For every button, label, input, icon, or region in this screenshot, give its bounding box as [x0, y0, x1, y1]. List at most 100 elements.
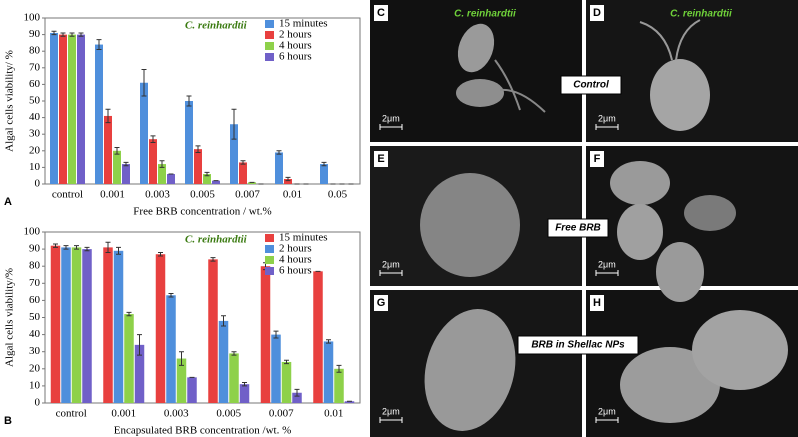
- y-tick-label: 90: [29, 28, 41, 40]
- x-tick-label: 0.01: [283, 189, 302, 201]
- error-bar: [116, 246, 121, 255]
- bar: [71, 247, 82, 403]
- bar: [187, 377, 197, 403]
- y-axis-label: Algal cells viability/ %: [4, 50, 16, 152]
- bar: [50, 245, 61, 403]
- bar: [230, 124, 238, 184]
- bar: [176, 358, 187, 403]
- bar: [50, 32, 58, 184]
- letter-bg: [374, 5, 388, 21]
- y-tick-label: 0: [35, 397, 41, 409]
- panel-letter: C: [377, 7, 385, 19]
- error-bar: [204, 171, 210, 177]
- letter-bg: [590, 151, 604, 167]
- bar: [239, 162, 247, 184]
- panel-letter: A: [4, 196, 12, 208]
- legend-swatch: [265, 31, 274, 39]
- cell: [692, 310, 788, 390]
- cell: [656, 242, 704, 302]
- scale-bar: [379, 417, 403, 423]
- y-tick-label: 40: [29, 328, 41, 340]
- flagella: [494, 59, 546, 113]
- micrographs: C C. reinhardtii 2μm D C. reinhardtii 2μm E 2μm…: [368, 0, 798, 437]
- panel-letter: D: [593, 7, 601, 19]
- scale-bar: [379, 270, 403, 276]
- bar: [82, 249, 92, 403]
- bar: [95, 44, 103, 185]
- bar: [281, 361, 292, 403]
- bar: [194, 149, 202, 184]
- cell: [610, 161, 670, 205]
- error-bar: [179, 351, 184, 366]
- y-tick-label: 0: [35, 178, 41, 190]
- scale-label: 2μm: [382, 113, 400, 123]
- error-bar: [321, 161, 327, 167]
- x-axis-label: Free BRB concentration / wt.%: [133, 206, 271, 218]
- legend-label: 2 hours: [279, 243, 312, 255]
- bar: [208, 259, 218, 403]
- y-tick-label: 10: [29, 161, 41, 173]
- legend-label: 2 hours: [279, 29, 312, 41]
- legend-swatch: [265, 267, 274, 275]
- error-bar: [285, 176, 291, 182]
- error-bar: [276, 150, 282, 155]
- bar: [77, 34, 85, 184]
- row-label: Free BRB: [555, 223, 601, 234]
- bar: [292, 392, 302, 403]
- error-bar: [114, 146, 120, 155]
- y-axis-label: Algal cells viability/%: [4, 268, 16, 367]
- cell: [424, 309, 516, 431]
- y-tick-label: 50: [29, 95, 41, 107]
- error-bar: [78, 32, 84, 37]
- scale-bar: [595, 417, 619, 423]
- error-bar: [137, 334, 142, 356]
- x-tick-label: 0.005: [216, 408, 241, 420]
- error-bar: [141, 68, 147, 97]
- bar: [185, 101, 193, 184]
- error-bar: [159, 160, 165, 168]
- plot-frame: [44, 231, 361, 404]
- error-bar: [74, 245, 79, 250]
- bar: [229, 353, 239, 403]
- error-bar: [51, 30, 57, 36]
- bar: [158, 164, 166, 184]
- error-bar: [242, 381, 247, 387]
- panel-letter: E: [377, 153, 384, 165]
- cell: [617, 204, 663, 260]
- legend-swatch: [265, 234, 274, 242]
- row-label-bg: [547, 218, 609, 238]
- bar: [124, 314, 134, 403]
- y-tick-label: 80: [29, 45, 41, 57]
- y-tick-label: 50: [29, 311, 41, 323]
- legend-label: 15 minutes: [279, 232, 328, 244]
- bar: [323, 341, 334, 403]
- panel-letter: G: [377, 297, 386, 309]
- chart-annotation: C. reinhardtii: [185, 20, 248, 32]
- scale-label: 2μm: [598, 406, 616, 416]
- x-tick-label: 0.003: [145, 189, 170, 201]
- legend-swatch: [265, 245, 274, 253]
- error-bar: [231, 351, 237, 356]
- error-bar: [63, 245, 69, 250]
- cell: [456, 79, 504, 107]
- row-label: Control: [573, 80, 609, 91]
- y-tick-label: 70: [29, 61, 41, 73]
- x-tick-label: 0.05: [328, 189, 348, 201]
- scale-label: 2μm: [382, 406, 400, 416]
- error-bar: [336, 364, 342, 373]
- legend-label: 4 hours: [279, 40, 312, 52]
- bar: [113, 250, 124, 403]
- y-tick-label: 30: [29, 345, 41, 357]
- bar: [203, 174, 211, 184]
- scale-label: 2μm: [598, 259, 616, 269]
- bar: [104, 115, 112, 184]
- y-tick-label: 40: [29, 111, 41, 123]
- bar: [59, 34, 67, 184]
- bar: [212, 180, 220, 184]
- row-label-bg: [560, 75, 622, 95]
- letter-bg: [374, 295, 388, 311]
- y-tick-label: 80: [29, 260, 41, 272]
